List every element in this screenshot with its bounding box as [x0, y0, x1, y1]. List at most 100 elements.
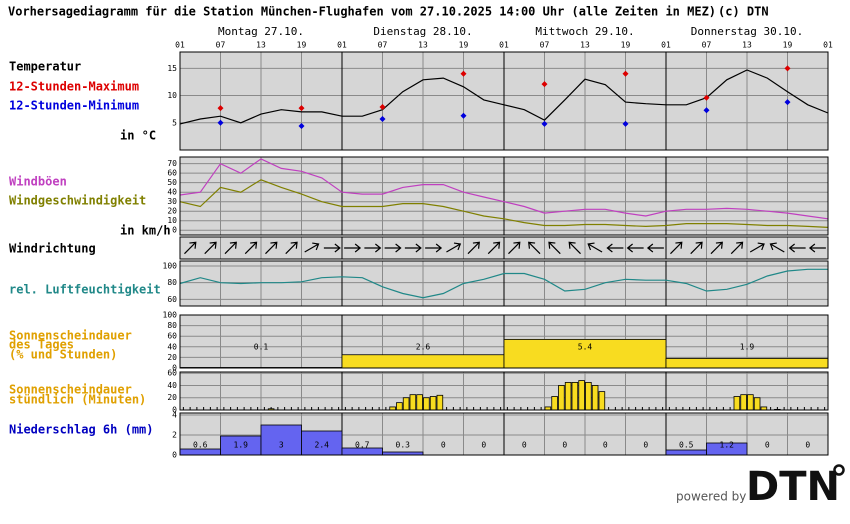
- value-label: 1.9: [740, 343, 755, 352]
- y-tick-label: 60: [167, 332, 177, 341]
- arrow-shape: [769, 242, 785, 253]
- point: [703, 94, 710, 101]
- wind-arrow: [467, 241, 480, 255]
- value-label: 0: [481, 441, 486, 450]
- arrow-shape: [487, 241, 501, 255]
- wind-arrow: [244, 241, 258, 255]
- legend-label: 12-Stunden-Minimum: [9, 99, 139, 113]
- wind-arrow: [730, 241, 744, 255]
- value-label: 0.1: [254, 343, 269, 352]
- point: [784, 65, 791, 72]
- x-tick-label: 01: [823, 41, 833, 50]
- value-label: 0: [765, 441, 770, 450]
- wind-arrow: [224, 241, 237, 255]
- y-tick-label: 10: [167, 216, 177, 225]
- panel-border: [179, 314, 829, 369]
- arrow-shape: [730, 241, 744, 255]
- bar: [564, 382, 572, 411]
- bar: [423, 397, 430, 411]
- wind-arrow: [626, 243, 644, 253]
- arrow-shape: [749, 242, 765, 253]
- panel-title: Temperatur: [9, 60, 81, 74]
- bar: [558, 385, 565, 411]
- value-label: 0: [522, 441, 527, 450]
- arrow-shape: [323, 243, 341, 253]
- value-label: 2.6: [416, 343, 431, 352]
- y-tick-label: 4: [172, 411, 177, 420]
- legend-label: 12-Stunden-Maximum: [9, 80, 139, 94]
- bar: [747, 394, 754, 411]
- bar: [402, 397, 410, 411]
- value-label: 5.4: [578, 343, 593, 352]
- y-tick-label: 60: [167, 369, 177, 378]
- point: [622, 120, 629, 127]
- arrow-shape: [587, 242, 603, 253]
- bar: [409, 394, 417, 411]
- x-tick-label: 01: [175, 41, 185, 50]
- bar: [753, 397, 761, 411]
- arrow-shape: [344, 243, 362, 253]
- panel-title: Windrichtung: [9, 242, 96, 256]
- wind-arrow: [670, 241, 683, 255]
- point: [541, 81, 548, 88]
- point: [379, 103, 386, 110]
- arrow-shape: [808, 243, 826, 253]
- x-tick-label: 01: [499, 41, 509, 50]
- panel-title: Sonnenscheindauer: [9, 383, 132, 397]
- x-tick-label: 19: [459, 41, 469, 50]
- wind-arrow: [425, 243, 443, 253]
- panel-title: Sonnenscheindauer: [9, 329, 132, 343]
- series-line: [179, 158, 829, 220]
- value-label: 0: [603, 441, 608, 450]
- arrow-shape: [244, 241, 258, 255]
- arrow-shape: [204, 241, 217, 255]
- logo-dot: [833, 464, 845, 476]
- y-tick-label: 100: [163, 262, 178, 271]
- y-tick-label: 20: [167, 393, 177, 402]
- panel-border: [179, 156, 829, 236]
- wind-arrow: [487, 241, 501, 255]
- y-tick-label: 10: [167, 91, 177, 100]
- arrow-shape: [548, 241, 561, 255]
- day-label: Dienstag 28.10.: [373, 25, 472, 38]
- value-label: 1.9: [234, 441, 249, 450]
- y-tick-label: 80: [167, 278, 177, 287]
- arrow-shape: [285, 241, 298, 255]
- arrow-shape: [425, 243, 443, 253]
- legend-label: rel. Luftfeuchtigkeit: [9, 283, 161, 297]
- value-label: 2.4: [315, 441, 330, 450]
- wind-arrow: [690, 241, 703, 255]
- wind-arrow: [265, 241, 278, 255]
- bar: [665, 449, 707, 456]
- arrow-shape: [265, 241, 278, 255]
- y-tick-label: 80: [167, 321, 177, 330]
- panel-border: [179, 260, 829, 307]
- value-label: 3: [279, 441, 284, 450]
- y-tick-label: 20: [167, 207, 177, 216]
- wind-arrow: [788, 243, 806, 253]
- value-label: 0.3: [396, 441, 411, 450]
- series-line: [179, 268, 828, 299]
- bar: [740, 394, 747, 411]
- wind-arrow: [304, 242, 320, 253]
- bar: [429, 396, 437, 411]
- x-tick-label: 07: [702, 41, 712, 50]
- y-tick-label: 40: [167, 342, 177, 351]
- x-tick-label: 19: [297, 41, 307, 50]
- arrow-shape: [184, 241, 197, 255]
- bar: [665, 358, 829, 369]
- wind-arrow: [568, 241, 581, 255]
- x-tick-label: 19: [621, 41, 631, 50]
- value-label: 0: [441, 441, 446, 450]
- arrow-shape: [224, 241, 237, 255]
- point: [541, 120, 548, 127]
- bar: [578, 380, 585, 411]
- value-label: 1.2: [720, 441, 735, 450]
- bar: [551, 396, 558, 411]
- bar: [571, 382, 579, 411]
- x-tick-label: 13: [256, 41, 266, 50]
- arrow-shape: [528, 241, 541, 255]
- y-tick-label: 40: [167, 381, 177, 390]
- arrow-shape: [646, 243, 664, 253]
- y-tick-label: 30: [167, 197, 177, 206]
